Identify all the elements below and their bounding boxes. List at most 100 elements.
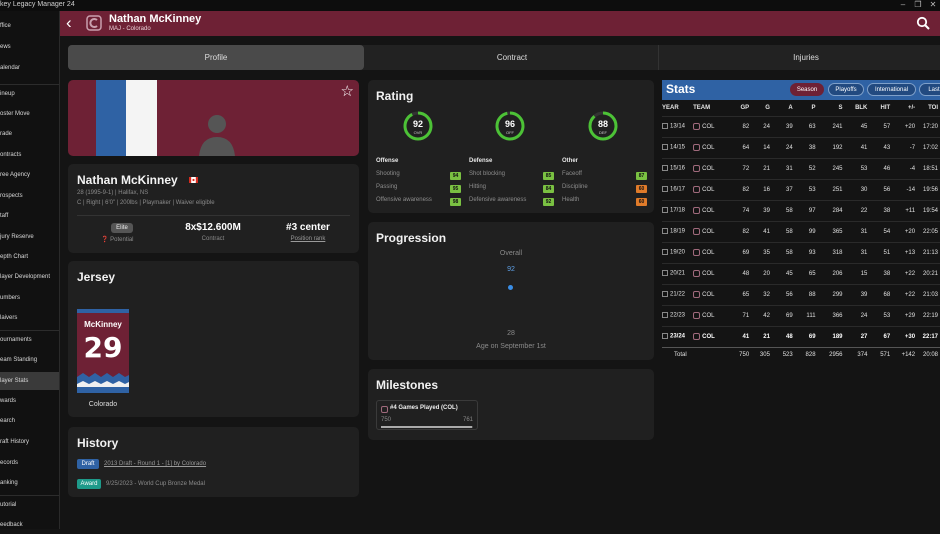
sidebar-item[interactable]: laivers bbox=[0, 315, 18, 321]
maximize-icon[interactable]: ❐ bbox=[914, 0, 922, 9]
stats-row[interactable]: 22/23 COL 71 42 69 111 366 24 53 +29 22:19 bbox=[662, 304, 940, 326]
progression-point[interactable] bbox=[508, 285, 513, 290]
stats-column-header[interactable]: +/- bbox=[907, 105, 916, 112]
stats-row[interactable]: 23/24 COL 41 21 48 69 189 27 67 +30 22:17 bbox=[662, 325, 940, 347]
rating-attribute-value: 60 bbox=[636, 185, 647, 193]
team-logo-icon bbox=[693, 143, 701, 151]
position-rank-link[interactable]: Position rank bbox=[290, 236, 326, 242]
stats-column-header[interactable]: YEAR bbox=[662, 105, 679, 112]
sidebar-item[interactable]: taff bbox=[0, 213, 9, 219]
stats-cell: 67 bbox=[869, 325, 893, 347]
sidebar-item[interactable]: layer Development bbox=[0, 274, 51, 280]
sidebar-item[interactable]: rade bbox=[0, 131, 13, 137]
sidebar-item[interactable]: jury Reserve bbox=[0, 234, 34, 240]
stats-row[interactable]: 20/21 COL 48 20 45 65 206 15 38 +22 20:21 bbox=[662, 262, 940, 284]
stats-row[interactable]: 18/19 COL 82 41 58 99 365 31 54 +20 22:05 bbox=[662, 220, 940, 242]
stats-column-header[interactable]: GP bbox=[740, 105, 750, 112]
favorite-star-icon[interactable]: ☆ bbox=[340, 83, 354, 100]
stats-cell: 97 bbox=[794, 199, 818, 221]
row-checkbox-icon[interactable] bbox=[662, 228, 668, 235]
stats-column-header[interactable]: TOI bbox=[928, 105, 938, 112]
stats-cell: 16 bbox=[751, 178, 772, 200]
sidebar-item[interactable]: eam Standing bbox=[0, 357, 38, 363]
tab-injuries[interactable]: Injuries bbox=[658, 45, 940, 70]
row-checkbox-icon[interactable] bbox=[662, 249, 668, 256]
stats-column-header[interactable]: G bbox=[765, 105, 770, 112]
rating-attribute-label: Hitting bbox=[469, 184, 487, 190]
sidebar-item[interactable]: epth Chart bbox=[0, 254, 29, 260]
stats-row[interactable]: 13/14 COL 82 24 39 63 241 45 57 +20 17:20 bbox=[662, 115, 940, 137]
stats-cell: 245 bbox=[817, 157, 845, 179]
stats-column-header[interactable]: S bbox=[838, 105, 843, 112]
stats-column-header[interactable]: BLK bbox=[855, 105, 868, 112]
sidebar-item[interactable]: umbers bbox=[0, 295, 21, 301]
stats-cell: 53 bbox=[844, 157, 870, 179]
stats-row[interactable]: 14/15 COL 64 14 24 38 192 41 43 -7 17:02 bbox=[662, 136, 940, 158]
stats-row[interactable]: 15/16 COL 72 21 31 52 245 53 46 -4 18:51 bbox=[662, 157, 940, 179]
sidebar-item[interactable]: anking bbox=[0, 480, 18, 486]
row-checkbox-icon[interactable] bbox=[662, 165, 668, 172]
back-arrow-icon[interactable]: ‹ bbox=[66, 13, 72, 32]
stats-row[interactable]: 19/20 COL 69 35 58 93 318 31 51 +13 21:13 bbox=[662, 241, 940, 263]
row-checkbox-icon[interactable] bbox=[662, 291, 668, 298]
rating-attribute-value: 95 bbox=[450, 185, 461, 193]
row-checkbox-icon[interactable] bbox=[662, 312, 668, 319]
sidebar-item[interactable]: alendar bbox=[0, 65, 21, 71]
filter-season[interactable]: Season bbox=[790, 83, 824, 96]
row-checkbox-icon[interactable] bbox=[662, 270, 668, 277]
history-draft-link[interactable]: 2013 Draft - Round 1 - [1] by Colorado bbox=[104, 461, 207, 467]
potential-label[interactable]: ❓ Potential bbox=[101, 237, 134, 243]
sidebar-item[interactable]: raft History bbox=[0, 439, 30, 445]
stats-column-header[interactable]: P bbox=[811, 105, 816, 112]
ring-value: 96 bbox=[505, 119, 515, 129]
close-icon[interactable]: ✕ bbox=[929, 0, 937, 9]
minimize-icon[interactable]: – bbox=[900, 0, 906, 9]
milestone-label: #4 Games Played (COL) bbox=[390, 405, 458, 411]
milestone-item[interactable]: #4 Games Played (COL) 750 761 bbox=[376, 400, 478, 430]
sidebar-item[interactable]: layer Stats bbox=[0, 372, 59, 390]
row-checkbox-icon[interactable] bbox=[662, 333, 668, 340]
sidebar: ffice ews alendar ineup oster Move rade ontrac… bbox=[0, 11, 60, 529]
sidebar-item[interactable]: ffice bbox=[0, 23, 11, 29]
stats-total-row: Total 750 305 523 828 2956 374 571 +142 20:08 bbox=[662, 346, 940, 362]
row-checkbox-icon[interactable] bbox=[662, 144, 668, 151]
sidebar-item[interactable]: rospects bbox=[0, 193, 23, 199]
sidebar-item[interactable]: oster Move bbox=[0, 111, 30, 117]
sidebar-item[interactable]: ournaments bbox=[0, 330, 59, 348]
stats-row[interactable]: 17/18 COL 74 39 58 97 284 22 38 +11 19:54 bbox=[662, 199, 940, 221]
sidebar-item[interactable]: ineup bbox=[0, 84, 59, 102]
stats-column-header[interactable]: HIT bbox=[880, 105, 891, 112]
search-icon[interactable] bbox=[916, 16, 930, 30]
tab-contract[interactable]: Contract bbox=[496, 53, 528, 62]
sidebar-item[interactable]: earch bbox=[0, 418, 16, 424]
sidebar-item[interactable]: ecords bbox=[0, 460, 19, 466]
filter-last[interactable]: Last bbox=[919, 83, 940, 96]
filter-international[interactable]: International bbox=[867, 83, 916, 96]
milestone-progress-fill bbox=[381, 426, 472, 428]
team-logo-icon bbox=[693, 164, 701, 172]
sidebar-item[interactable]: eedback bbox=[0, 522, 23, 528]
stats-column-header[interactable]: TEAM bbox=[693, 105, 711, 112]
sidebar-item[interactable]: ree Agency bbox=[0, 172, 31, 178]
tab-profile[interactable]: Profile bbox=[68, 45, 364, 70]
row-checkbox-icon[interactable] bbox=[662, 186, 668, 193]
stats-row[interactable]: 16/17 COL 82 16 37 53 251 30 56 -14 19:56 bbox=[662, 178, 940, 200]
stats-cell: 14 bbox=[751, 136, 772, 158]
stats-cell: 45 bbox=[844, 115, 870, 137]
stats-cell: 82 bbox=[726, 178, 752, 200]
team-logo-icon bbox=[693, 248, 701, 256]
sidebar-item[interactable]: utorial bbox=[0, 495, 59, 513]
stats-table: YEAR TEAM GP G A P S BLK HIT +/- TOI 13/14 COL 82 24 3… bbox=[662, 101, 940, 362]
stats-row[interactable]: 21/22 COL 65 32 56 88 299 39 68 +22 21:03 bbox=[662, 283, 940, 305]
row-checkbox-icon[interactable] bbox=[662, 207, 668, 214]
row-checkbox-icon[interactable] bbox=[662, 123, 668, 130]
stats-column-header[interactable]: A bbox=[788, 105, 793, 112]
progression-title: Progression bbox=[376, 231, 447, 245]
stats-total-cell: 828 bbox=[794, 346, 818, 362]
sidebar-item[interactable]: wards bbox=[0, 398, 17, 404]
filter-playoffs[interactable]: Playoffs bbox=[828, 83, 864, 96]
sidebar-item[interactable]: ews bbox=[0, 44, 11, 50]
sidebar-item[interactable]: ontracts bbox=[0, 152, 22, 158]
rating-group-title: Defense bbox=[469, 158, 493, 164]
stats-cell: 27 bbox=[844, 325, 870, 347]
